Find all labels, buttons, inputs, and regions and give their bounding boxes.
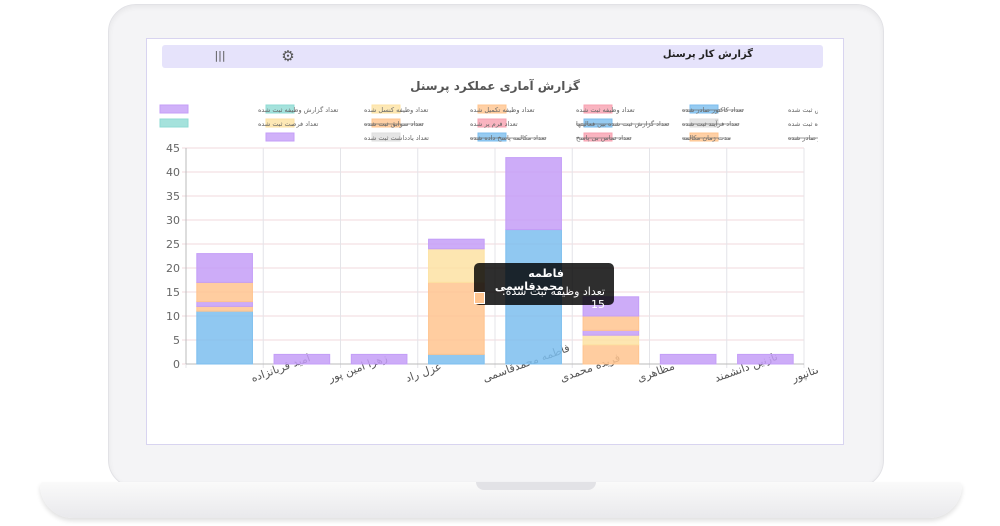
legend-label: تعداد کاکتور صادر شده [682, 106, 744, 114]
laptop-notch [476, 482, 596, 490]
legend-swatch [689, 118, 719, 128]
legend-label: مدت زمان مکالمه [682, 134, 731, 142]
stacked-bar-chart: گزارش آماری عملکرد پرسنل تعداد شخص ثبت شد… [159, 78, 818, 385]
y-tick-label: 0 [173, 358, 180, 371]
legend-swatch [583, 104, 613, 114]
gear-icon[interactable]: ⚙ [281, 47, 295, 65]
legend-label: تعداد تماس بی پاسخ [576, 134, 632, 142]
bar-segment [273, 353, 331, 365]
bar-segment [428, 353, 485, 365]
bar-segment [196, 281, 253, 303]
legend-label: تعداد گزارش ثبت شده بین فعالیتها [576, 120, 669, 128]
legend-label: تعداد وظیفه تکمیل شده [470, 106, 535, 114]
bar-segment [196, 253, 253, 283]
y-tick-label: 20 [166, 262, 180, 275]
legend-swatch [265, 118, 295, 128]
laptop-base [40, 482, 962, 518]
y-tick-label: 40 [166, 166, 180, 179]
bar-segment [505, 157, 562, 231]
y-tick-label: 15 [166, 286, 180, 299]
bar-segment [582, 344, 640, 365]
legend-swatch [265, 132, 295, 142]
legend-swatch [583, 132, 613, 142]
legend-swatch [159, 104, 189, 114]
chart-title: گزارش آماری عملکرد پرسنل [410, 78, 580, 93]
tooltip-label: تعداد وظیفه ثبت شده: 15 [501, 285, 605, 311]
bar-segment [350, 353, 408, 365]
legend-label: تعداد فرآیند ثبت شده [682, 119, 740, 128]
legend-label: تعداد پرونده ثبت شده [788, 120, 818, 128]
tooltip-swatch [474, 292, 486, 304]
y-tick-label: 35 [166, 190, 180, 203]
legend-label: تعداد فرم پر شده [470, 120, 518, 128]
legend-label: تعداد وظیفه کنسل شده [364, 106, 429, 114]
bar-segment [196, 301, 253, 307]
legend-label: تعداد یادداشت ثبت شده [364, 134, 429, 142]
legend-label: تعداد شخص ثبت شده [788, 106, 818, 114]
legend-swatch [159, 118, 189, 128]
page-header: ||| ⚙ گزارش کار پرسنل [162, 45, 823, 68]
legend-label: تعداد فرصت ثبت شده [258, 120, 318, 128]
legend-label: تعداد سوابق ثبت شده [364, 120, 424, 128]
legend-swatch [689, 132, 719, 142]
legend-label: تعداد وظیفه ثبت شده [576, 106, 635, 114]
bar-segment [582, 334, 640, 346]
bar-segment [582, 315, 640, 331]
legend-swatch [583, 118, 613, 128]
y-tick-label: 25 [166, 238, 180, 251]
legend-swatch [689, 104, 719, 114]
bar-segment [428, 238, 485, 250]
bar-segment [582, 329, 640, 336]
y-tick-label: 30 [166, 214, 180, 227]
column-menu-icon[interactable]: ||| [214, 49, 226, 62]
bar-segment [737, 353, 794, 365]
legend-swatch [371, 118, 401, 128]
legend-swatch [371, 132, 401, 142]
bar-segment [196, 305, 253, 312]
tooltip-title: فاطمه محمدقاسمی [494, 267, 564, 293]
chart-tooltip: فاطمه محمدقاسمی تعداد وظیفه ثبت شده: 15 [474, 263, 614, 311]
bar-segment [196, 310, 253, 365]
y-tick-label: 10 [166, 310, 180, 323]
legend-swatch [371, 104, 401, 114]
y-tick-label: 45 [166, 142, 180, 155]
legend-swatch [265, 104, 295, 114]
bar-segment [659, 353, 717, 365]
legend-swatch [477, 104, 507, 114]
page-title: گزارش کار پرسنل [662, 49, 753, 60]
legend-label: تعداد مکالمه پاسخ داده شده [470, 134, 546, 142]
legend-swatch [477, 118, 507, 128]
legend-swatch [477, 132, 507, 142]
legend-label: تعداد پیش فاکتور صادر شده [788, 134, 818, 142]
legend-label: تعداد گزارش وظیفه ثبت شده [258, 106, 339, 114]
y-tick-label: 5 [173, 334, 180, 347]
